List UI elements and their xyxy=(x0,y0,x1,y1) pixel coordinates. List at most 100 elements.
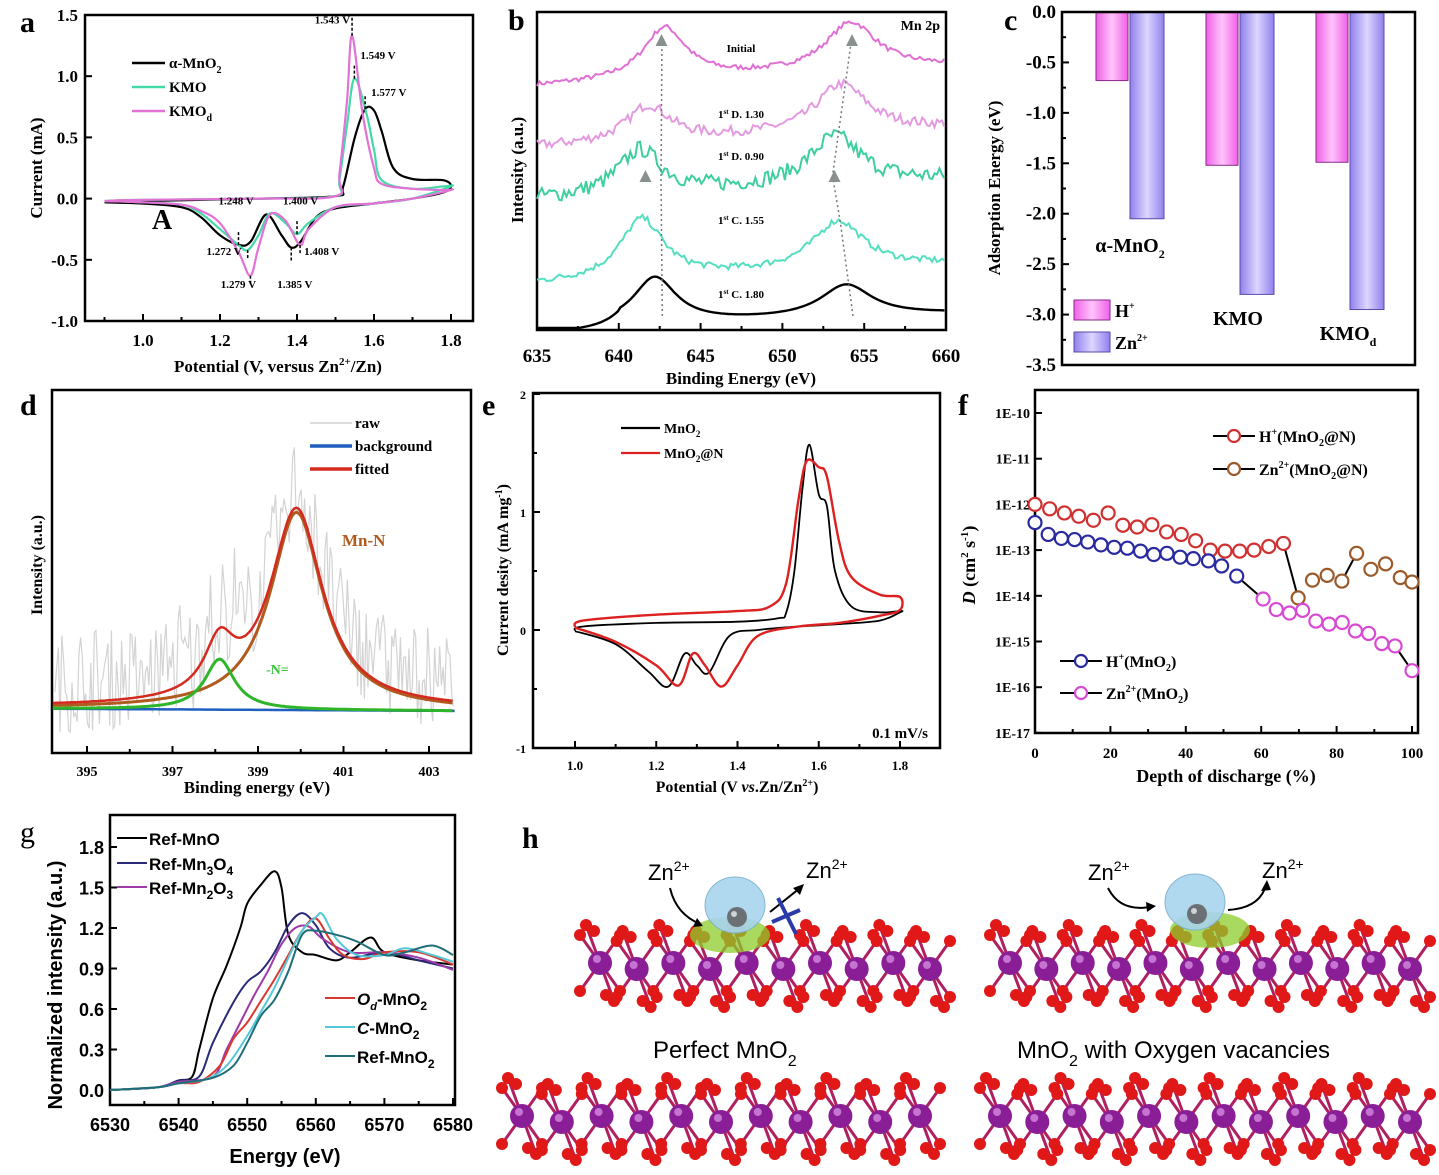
zn-ion-label-right-in: Zn2+ xyxy=(1088,858,1130,885)
legend-label-ref-mno2: Ref-MnO2 xyxy=(357,1048,435,1071)
point-zn2-mno2 xyxy=(1281,605,1298,621)
oxygen-atom-icon xyxy=(984,985,996,997)
atom-highlight xyxy=(1039,961,1048,969)
panel-f-ylabel: D (cm2 s-1) xyxy=(959,526,980,606)
panel-d-xlabel: Binding energy (eV) xyxy=(184,778,330,797)
oxygen-atom-icon xyxy=(774,1144,787,1156)
component-mn-n xyxy=(52,510,453,707)
manganese-atom-icon xyxy=(1211,1104,1236,1128)
manganese-atom-icon xyxy=(1286,1104,1311,1128)
legend-label-c-mno2: C-MnO2 xyxy=(357,1019,420,1042)
oxygen-atom-icon xyxy=(1335,1148,1348,1160)
oxygen-atom-icon xyxy=(808,925,820,937)
point-zn2-mno2 xyxy=(1334,614,1350,631)
y-tick-label: 0.0 xyxy=(57,190,78,209)
panel-g-ylabel: Normalized intensity (a.u.) xyxy=(45,861,67,1110)
manganese-atom-icon xyxy=(1137,1104,1162,1128)
oxygen-atom-icon xyxy=(1085,1144,1098,1156)
point-h-mno2-n xyxy=(1027,496,1043,512)
legend-marker xyxy=(1226,461,1242,477)
arrow-in-right xyxy=(1107,887,1151,909)
bar-zn2-kmod xyxy=(1349,11,1385,311)
oxygen-atom-icon xyxy=(1020,935,1033,947)
point-h-mno2-n xyxy=(1232,543,1248,559)
manganese-atom-icon xyxy=(1143,951,1168,975)
atom-highlight xyxy=(515,1108,523,1116)
panel-b-ylabel: Intensity (a.u.) xyxy=(508,117,527,223)
oxygen-atom-icon xyxy=(1238,991,1251,1003)
legend-marker xyxy=(1073,685,1089,701)
oxygen-atom-icon xyxy=(794,985,806,997)
x-tick-label: 100 xyxy=(1401,746,1424,762)
point-zn2-mno2-n xyxy=(1334,573,1350,589)
annotation-1-385-v: 1.385 V xyxy=(277,279,312,291)
zn-ion-label-right-out: Zn2+ xyxy=(1262,856,1304,883)
atom-highlight xyxy=(703,961,711,969)
oxygen-atom-icon xyxy=(1046,995,1059,1007)
atom-highlight xyxy=(1003,955,1011,963)
x-tick-label: 1.4 xyxy=(729,758,746,773)
oxygen-atom-icon xyxy=(1123,1082,1136,1094)
y-tick-label: 1E-10 xyxy=(995,407,1030,422)
series-label-1st-c-1-80: 1st C. 1.80 xyxy=(718,288,765,301)
point-h-mno2 xyxy=(1172,549,1188,565)
y-tick-label: -0.5 xyxy=(51,251,78,270)
category-label-mno2: α-MnO2 xyxy=(1095,235,1164,261)
atom-highlight xyxy=(849,961,858,969)
point-h-mno2-n xyxy=(1056,505,1073,521)
oxygen-atom-icon xyxy=(734,1138,747,1150)
oxygen-atom-icon xyxy=(1160,1088,1173,1100)
atom-highlight xyxy=(753,1108,762,1116)
annotation-1-400-v: 1.400 V xyxy=(283,196,318,208)
atom-highlight xyxy=(674,1108,683,1116)
oxygen-atom-icon xyxy=(868,1084,881,1096)
oxygen-atom-icon xyxy=(510,1078,522,1090)
manganese-atom-icon xyxy=(1062,1104,1087,1128)
atom-highlight xyxy=(1291,1108,1300,1116)
oxygen-atom-icon xyxy=(918,931,930,943)
y-tick-label: 1.5 xyxy=(79,879,104,899)
oxygen-atom-icon xyxy=(1272,1138,1285,1150)
point-zn2-mno2 xyxy=(1308,613,1324,629)
oxygen-atom-icon xyxy=(496,1082,508,1094)
panel-h: h Zn2+ Zn2+ Zn2+ Zn2+ Perfect MnO2 MnO2 … xyxy=(496,822,1436,1166)
oxygen-atom-icon xyxy=(1037,1148,1050,1160)
bar-zn2-kmo xyxy=(1239,11,1275,295)
point-h-mno2 xyxy=(1214,558,1230,574)
manganese-atom-icon xyxy=(1398,957,1422,981)
oxygen-atom-icon xyxy=(1056,985,1069,997)
oxygen-atom-icon xyxy=(496,1138,508,1150)
manganese-atom-icon xyxy=(1179,957,1204,981)
y-tick-label: 1 xyxy=(520,506,526,520)
x-tick-label: 660 xyxy=(932,346,961,367)
point-zn2-mno2-n xyxy=(1363,561,1379,577)
oxygen-atom-icon xyxy=(1048,1138,1061,1150)
oxygen-atom-icon xyxy=(1260,1148,1273,1160)
oxygen-atom-icon xyxy=(1011,1144,1024,1156)
manganese-atom-icon xyxy=(1325,957,1350,981)
zn-atom-icon xyxy=(727,907,747,927)
legend-label-h: H+ xyxy=(1115,301,1135,321)
series-mno2 xyxy=(573,443,904,688)
oxygen-atom-icon xyxy=(1056,929,1069,941)
oxygen-atom-icon xyxy=(1070,925,1083,937)
point-h-mno2 xyxy=(1119,540,1135,556)
y-tick-label: -0.5 xyxy=(1026,52,1056,73)
point-zn2-mno2 xyxy=(1255,591,1271,607)
oxygen-atom-icon xyxy=(893,989,906,1001)
panel-label-c: c xyxy=(1004,4,1017,37)
oxygen-atom-icon xyxy=(854,1088,867,1100)
atom-highlight xyxy=(714,1114,722,1122)
legend-label-h-mno2-n: H+(MnO2@N) xyxy=(1259,427,1356,449)
atom-highlight xyxy=(731,911,737,917)
x-tick-label: 1.0 xyxy=(132,331,153,350)
x-tick-label: 6540 xyxy=(159,1115,199,1135)
oxygen-atom-icon xyxy=(988,1078,1000,1090)
oxygen-atom-icon xyxy=(774,1088,787,1100)
atom-highlight xyxy=(1330,961,1339,969)
manganese-atom-icon xyxy=(1361,951,1386,975)
legend-label-background: background xyxy=(355,439,433,455)
oxygen-atom-icon xyxy=(710,995,722,1007)
atom-highlight xyxy=(739,955,748,963)
oxygen-atom-icon xyxy=(1129,929,1142,941)
